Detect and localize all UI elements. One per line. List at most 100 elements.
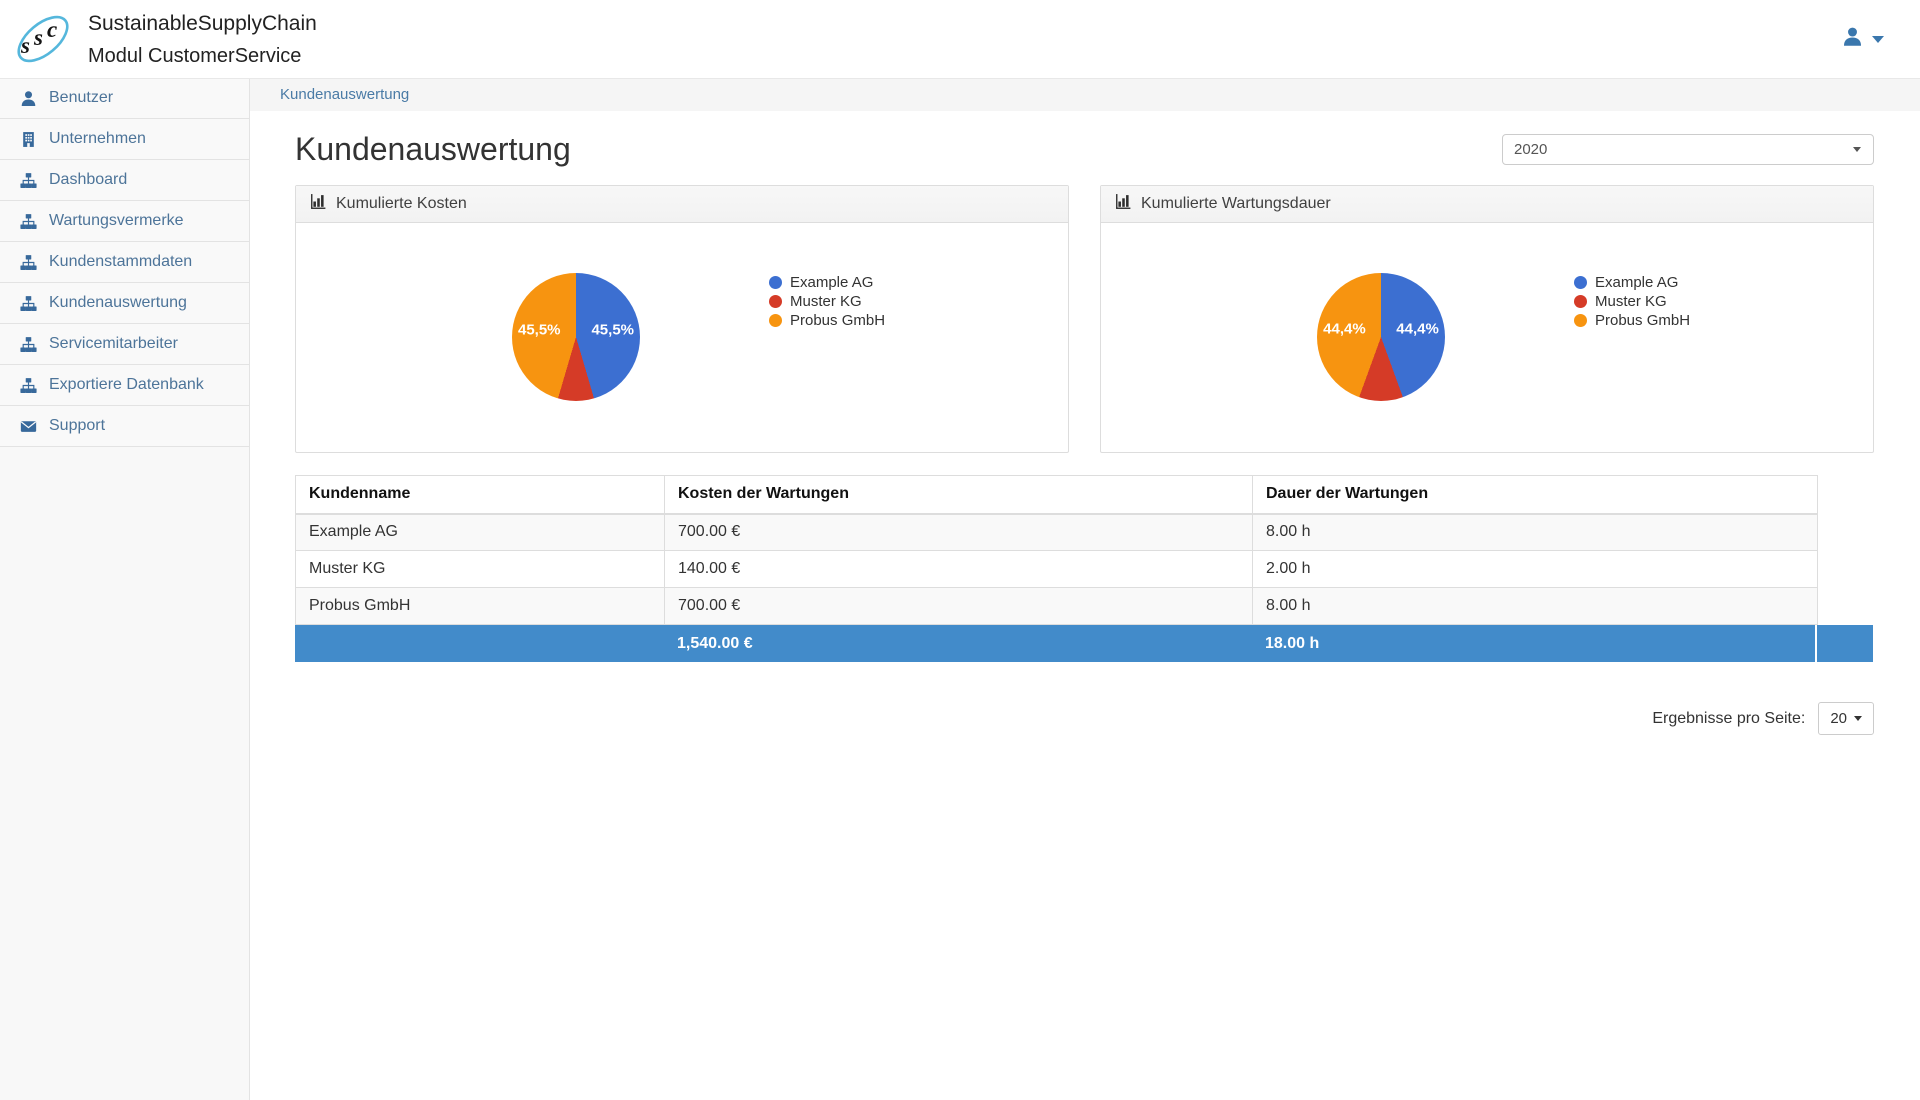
legend-label: Muster KG xyxy=(1595,293,1667,310)
table-cell: 2.00 h xyxy=(1252,550,1818,588)
total-spacer-cell xyxy=(295,625,664,662)
sidebar-item-label: Support xyxy=(49,417,106,434)
panel-title: Kumulierte Kosten xyxy=(336,195,467,212)
envelope-icon xyxy=(20,418,37,435)
results-per-page-button[interactable]: 20 xyxy=(1818,702,1874,735)
results-per-page-label: Ergebnisse pro Seite: xyxy=(1652,709,1806,727)
sidebar-nav: Benutzer Unternehmen Dashboard Wartungsverm… xyxy=(0,78,250,1100)
user-icon xyxy=(1842,26,1863,52)
svg-text:s: s xyxy=(33,25,43,50)
svg-text:s: s xyxy=(20,33,30,58)
sidebar-item-label: Unternehmen xyxy=(49,130,146,147)
legend-item-probus-gmbh: Probus GmbH xyxy=(769,311,885,330)
sitemap-icon xyxy=(20,213,37,230)
sidebar-item-support[interactable]: Support xyxy=(0,406,249,447)
year-select[interactable]: 2020 xyxy=(1502,133,1874,165)
legend-item-muster-kg: Muster KG xyxy=(1574,292,1690,311)
table-cell: 8.00 h xyxy=(1252,587,1818,625)
table-cell: Example AG xyxy=(295,513,665,551)
pie-slice-label: 44,4% xyxy=(1323,320,1366,338)
bar-chart-icon xyxy=(310,193,327,215)
top-navbar: s s c SustainableSupplyChain Modul Custo… xyxy=(0,0,1920,78)
chart-legend: Example AG Muster KG Probus GmbH xyxy=(769,273,885,330)
sidebar-item-servicemitarbeiter[interactable]: Servicemitarbeiter xyxy=(0,324,249,365)
bar-chart-icon xyxy=(1115,193,1132,215)
table-cell: 700.00 € xyxy=(664,587,1253,625)
caret-down-icon xyxy=(1872,35,1884,43)
pie-graphic: 44,4% 44,4% xyxy=(1317,273,1445,401)
footer-gap xyxy=(1815,625,1817,662)
sidebar-item-kundenstammdaten[interactable]: Kundenstammdaten xyxy=(0,242,249,283)
column-header-kosten-der-wartungen: Kosten der Wartungen xyxy=(664,475,1253,515)
sidebar-item-label: Kundenstammdaten xyxy=(49,253,193,270)
legend-item-example-ag: Example AG xyxy=(1574,273,1690,292)
sidebar-item-wartungsvermerke[interactable]: Wartungsvermerke xyxy=(0,201,249,242)
legend-label: Probus GmbH xyxy=(790,312,886,329)
table-cell: Probus GmbH xyxy=(295,587,665,625)
panel-kumulierte-kosten: Kumulierte Kosten 45,5% 45,5% Example AG Mu… xyxy=(295,185,1069,453)
table-body: Example AG 700.00 €8.00 h Muster KG 140.00 … xyxy=(295,513,1818,625)
caret-down-icon xyxy=(1853,146,1861,152)
legend-label: Probus GmbH xyxy=(1595,312,1691,329)
table-cell: 8.00 h xyxy=(1252,513,1818,551)
page-title: Kundenauswertung xyxy=(295,130,571,167)
breadcrumb-link-kundenauswertung[interactable]: Kundenauswertung xyxy=(280,86,410,103)
legend-item-probus-gmbh: Probus GmbH xyxy=(1574,311,1690,330)
sitemap-icon xyxy=(20,254,37,271)
sitemap-icon xyxy=(20,172,37,189)
sidebar-item-exportiere-datenbank[interactable]: Exportiere Datenbank xyxy=(0,365,249,406)
legend-item-example-ag: Example AG xyxy=(769,273,885,292)
column-header-kundenname: Kundenname xyxy=(295,475,665,515)
total-end-cell xyxy=(1817,625,1873,662)
total-cost-cell: 1,540.00 € xyxy=(664,625,1252,662)
sitemap-icon xyxy=(20,336,37,353)
table-header-row: Kundenname Kosten der Wartungen Dauer der … xyxy=(295,475,1818,515)
user-icon xyxy=(20,90,37,107)
legend-dot-icon xyxy=(769,295,782,308)
table-row: Probus GmbH 700.00 €8.00 h xyxy=(295,587,1818,625)
chart-legend: Example AG Muster KG Probus GmbH xyxy=(1574,273,1690,330)
chart-panels: Kumulierte Kosten 45,5% 45,5% Example AG Mu… xyxy=(295,185,1874,453)
total-duration-cell: 18.00 h xyxy=(1252,625,1815,662)
pie-slice-label: 45,5% xyxy=(517,321,561,339)
pie-graphic: 45,5% 45,5% xyxy=(512,273,640,401)
brand[interactable]: s s c SustainableSupplyChain Modul Custo… xyxy=(12,7,317,71)
results-per-page-value: 20 xyxy=(1830,710,1847,727)
brand-subtitle: Modul CustomerService xyxy=(88,45,302,67)
table-row: Example AG 700.00 €8.00 h xyxy=(295,513,1818,551)
user-menu[interactable] xyxy=(1836,20,1890,58)
legend-dot-icon xyxy=(1574,295,1587,308)
svg-text:c: c xyxy=(47,17,57,42)
sidebar-item-kundenauswertung[interactable]: Kundenauswertung xyxy=(0,283,249,324)
sitemap-icon xyxy=(20,377,37,394)
panel-title: Kumulierte Wartungsdauer xyxy=(1141,195,1331,212)
column-header-dauer-der-wartungen: Dauer der Wartungen xyxy=(1252,475,1818,515)
pie-slice-label: 45,5% xyxy=(591,321,635,339)
sidebar-item-label: Benutzer xyxy=(49,89,114,106)
caret-down-icon xyxy=(1854,716,1862,721)
breadcrumb: Kundenauswertung xyxy=(250,78,1920,111)
panel-kumulierte-wartungsdauer: Kumulierte Wartungsdauer 44,4% 44,4% Examp… xyxy=(1100,185,1874,453)
legend-label: Example AG xyxy=(1595,274,1679,291)
legend-dot-icon xyxy=(769,276,782,289)
table-cell: Muster KG xyxy=(295,550,665,588)
legend-label: Example AG xyxy=(790,274,874,291)
customer-table: Kundenname Kosten der Wartungen Dauer der … xyxy=(295,475,1818,625)
sidebar-item-label: Servicemitarbeiter xyxy=(49,335,178,352)
legend-dot-icon xyxy=(769,314,782,327)
pie-chart-wartungsdauer: 44,4% 44,4% Example AG Muster KG Probus GmbH xyxy=(1101,223,1873,452)
legend-item-muster-kg: Muster KG xyxy=(769,292,885,311)
table-total-row: 1,540.00 € 18.00 h xyxy=(295,625,1873,662)
sidebar-item-unternehmen[interactable]: Unternehmen xyxy=(0,119,249,160)
brand-title: SustainableSupplyChain xyxy=(88,12,317,35)
table-cell: 700.00 € xyxy=(664,513,1253,551)
building-icon xyxy=(20,131,37,148)
sidebar-item-label: Exportiere Datenbank xyxy=(49,376,204,393)
pie-slice-label: 44,4% xyxy=(1396,320,1439,338)
sidebar-item-benutzer[interactable]: Benutzer xyxy=(0,78,249,119)
table-row: Muster KG 140.00 €2.00 h xyxy=(295,550,1818,588)
sidebar-item-label: Dashboard xyxy=(49,171,128,188)
legend-dot-icon xyxy=(1574,276,1587,289)
sidebar-item-label: Wartungsvermerke xyxy=(49,212,184,229)
sidebar-item-dashboard[interactable]: Dashboard xyxy=(0,160,249,201)
